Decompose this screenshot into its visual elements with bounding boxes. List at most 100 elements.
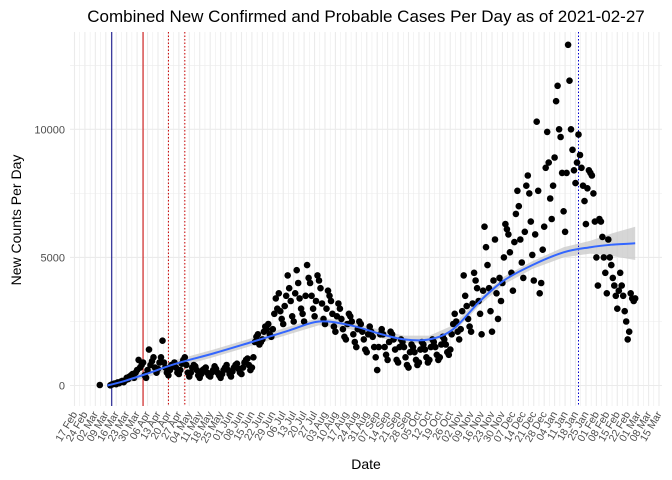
data-point (509, 287, 517, 295)
data-point (177, 366, 184, 374)
data-point (445, 351, 453, 359)
data-point (475, 297, 482, 305)
data-point (420, 341, 427, 348)
data-point (584, 185, 591, 192)
data-point (600, 254, 608, 261)
data-point (353, 343, 360, 351)
data-point (494, 315, 502, 323)
data-point (223, 361, 230, 369)
data-point (455, 336, 463, 343)
data-point (612, 292, 620, 300)
data-point (575, 131, 582, 138)
y-tick-label: 0 (59, 381, 65, 393)
data-point (529, 251, 536, 259)
data-point (318, 300, 326, 307)
data-point (265, 320, 272, 328)
data-point (394, 359, 402, 366)
data-point (479, 287, 487, 295)
data-point (543, 128, 551, 136)
data-point (611, 282, 618, 289)
data-point (269, 325, 277, 333)
data-point (305, 274, 312, 282)
data-point (275, 290, 283, 297)
trend-line (107, 242, 636, 387)
data-point (315, 277, 323, 284)
data-point (621, 307, 628, 315)
data-point (193, 366, 201, 374)
data-point (590, 190, 597, 197)
data-point (531, 231, 539, 238)
data-point (330, 323, 338, 330)
data-point (357, 320, 365, 328)
data-point (482, 243, 490, 251)
data-point (303, 261, 311, 269)
data-point (291, 290, 299, 297)
data-point (517, 236, 524, 243)
data-point (142, 374, 150, 382)
data-point (624, 336, 631, 343)
data-point (493, 290, 500, 297)
data-point (287, 297, 295, 305)
data-point (536, 290, 543, 297)
data-point (359, 328, 366, 336)
data-point (481, 223, 488, 230)
data-point (363, 348, 371, 356)
data-point (460, 272, 468, 279)
y-tick-label: 5000 (41, 252, 65, 264)
reference-lines-layer (111, 32, 579, 406)
data-point (500, 254, 508, 261)
data-point (599, 233, 606, 241)
data-point (284, 272, 292, 279)
data-point (526, 190, 533, 197)
data-point (299, 310, 306, 318)
data-point (378, 325, 386, 333)
data-point (548, 215, 555, 223)
data-point (485, 284, 493, 292)
data-point (96, 381, 104, 389)
data-point (609, 274, 617, 282)
data-point (602, 269, 609, 277)
data-point (518, 259, 526, 266)
data-point (567, 126, 575, 133)
data-point (551, 154, 558, 161)
data-point (411, 348, 418, 356)
data-point (588, 172, 596, 179)
data-point (614, 305, 621, 313)
data-point (555, 126, 563, 133)
data-point (542, 164, 549, 172)
data-point (421, 346, 429, 353)
data-point (534, 187, 542, 195)
data-point (238, 370, 245, 378)
data-point (573, 159, 581, 166)
data-point (250, 354, 257, 361)
data-point (476, 310, 484, 318)
data-point (461, 292, 469, 300)
data-point (549, 182, 557, 189)
x-axis-title: Date (351, 456, 381, 472)
data-point (244, 355, 251, 362)
data-point (373, 366, 381, 374)
data-point (505, 231, 512, 238)
data-point (490, 277, 497, 284)
data-point (441, 336, 448, 343)
data-point (622, 318, 630, 325)
data-point (546, 195, 554, 202)
data-point (594, 282, 602, 289)
data-point (248, 364, 256, 371)
data-point (561, 228, 569, 236)
data-point (618, 282, 625, 289)
data-point (342, 336, 350, 343)
data-point (159, 337, 166, 345)
data-point (566, 77, 573, 84)
y-tick-labels: 0 5000 10000 (34, 124, 65, 392)
data-point (360, 336, 368, 343)
data-point (336, 305, 344, 313)
data-point (277, 307, 284, 315)
data-point (487, 307, 494, 315)
data-point (484, 261, 491, 269)
data-point (160, 359, 168, 366)
data-point (294, 279, 302, 287)
data-point (539, 246, 546, 253)
data-point (271, 310, 278, 318)
